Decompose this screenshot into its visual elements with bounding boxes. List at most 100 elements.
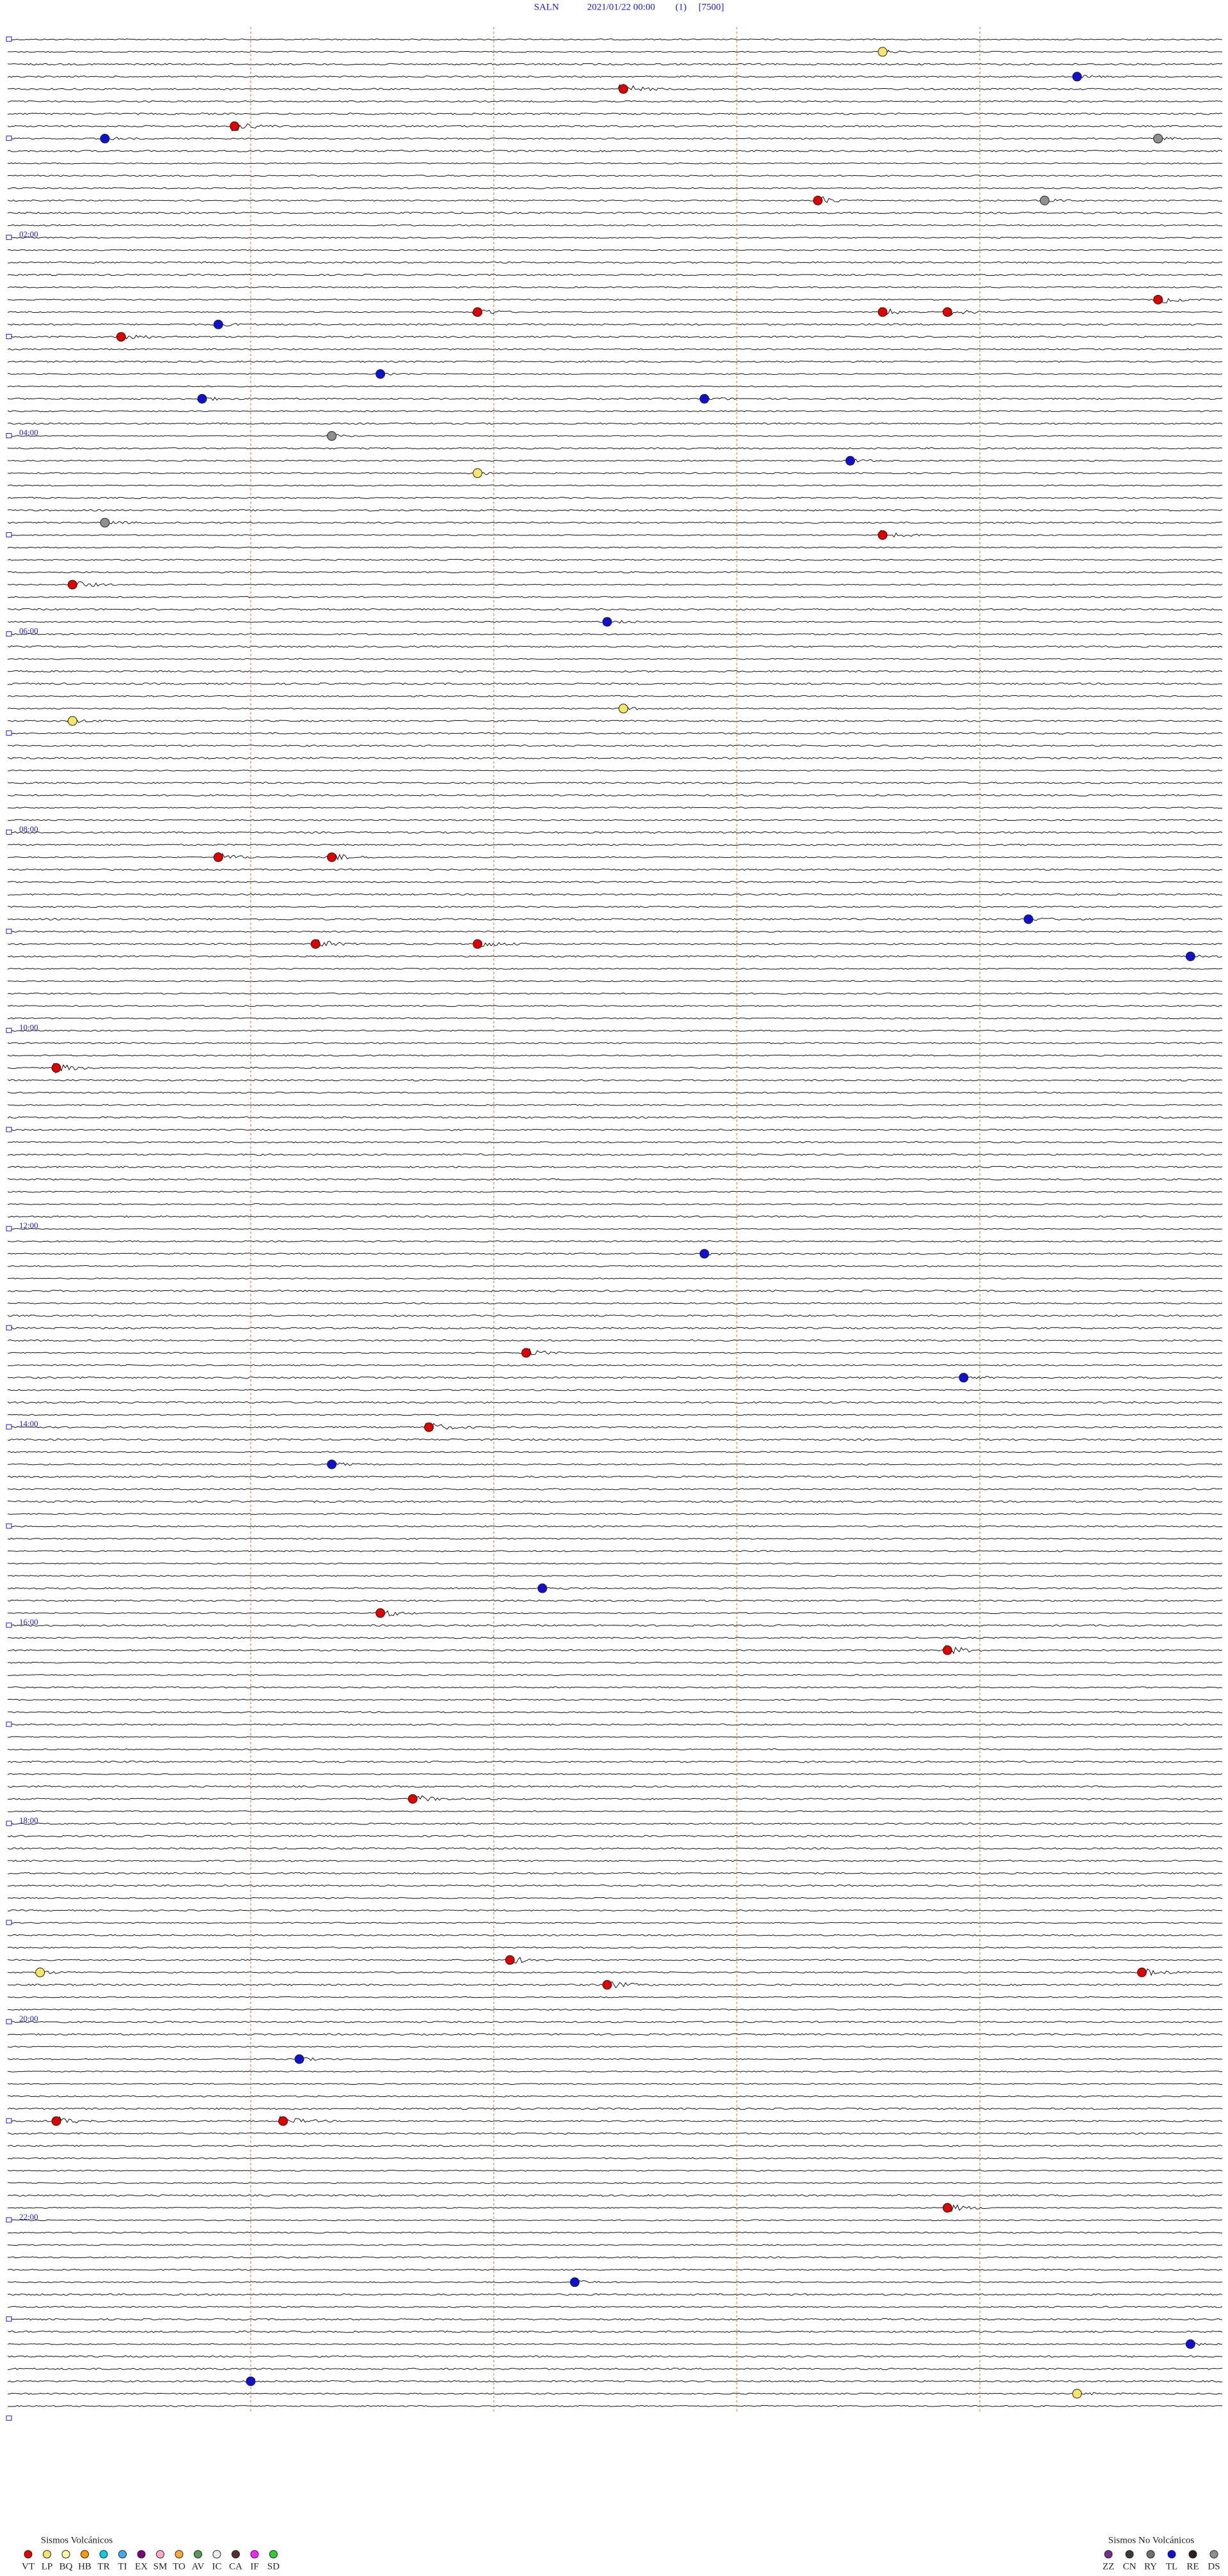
hour-marker bbox=[6, 36, 12, 42]
trace bbox=[7, 2115, 1223, 2126]
hour-label: 18:00 bbox=[19, 1815, 38, 1825]
hour-marker bbox=[6, 2118, 12, 2124]
trace bbox=[7, 1748, 1223, 1751]
hour-marker bbox=[6, 2316, 12, 2322]
station: SALN bbox=[534, 2, 559, 12]
scale: [7500] bbox=[698, 2, 724, 12]
event bbox=[51, 2116, 61, 2126]
trace bbox=[7, 2095, 1223, 2098]
event bbox=[67, 716, 77, 726]
event bbox=[602, 1980, 612, 1990]
trace bbox=[7, 658, 1223, 660]
trace bbox=[7, 930, 1223, 933]
event bbox=[878, 307, 888, 317]
trace bbox=[7, 306, 1223, 317]
trace bbox=[7, 175, 1223, 177]
event bbox=[67, 580, 77, 590]
trace bbox=[7, 1116, 1223, 1119]
trace bbox=[7, 1947, 1223, 1949]
event bbox=[375, 1608, 386, 1618]
legend-label: EX bbox=[135, 2561, 148, 2572]
trace bbox=[7, 1389, 1223, 1391]
trace bbox=[7, 2256, 1223, 2259]
trace bbox=[7, 819, 1223, 821]
legend-label: LP bbox=[42, 2561, 53, 2572]
hour-marker bbox=[6, 235, 12, 241]
trace bbox=[7, 939, 1223, 948]
trace bbox=[7, 2318, 1223, 2321]
trace bbox=[7, 2057, 1223, 2061]
trace bbox=[7, 633, 1223, 636]
trace bbox=[7, 211, 1223, 214]
trace bbox=[7, 1475, 1223, 1478]
trace bbox=[7, 224, 1223, 226]
hour-label: 06:00 bbox=[19, 626, 38, 635]
trace bbox=[7, 2405, 1223, 2407]
trace bbox=[7, 1190, 1223, 1193]
event bbox=[1185, 951, 1195, 961]
trace bbox=[7, 1203, 1223, 1205]
event bbox=[327, 852, 337, 862]
trace bbox=[7, 484, 1223, 487]
event bbox=[35, 1967, 45, 1977]
trace bbox=[7, 274, 1223, 276]
trace bbox=[7, 162, 1222, 164]
trace bbox=[7, 1909, 1223, 1912]
trace bbox=[7, 1537, 1223, 1540]
legend-label: AV bbox=[192, 2561, 205, 2572]
event bbox=[1072, 2389, 1082, 2399]
trace bbox=[7, 2219, 1223, 2222]
trace bbox=[7, 1922, 1223, 1924]
trace bbox=[7, 2046, 1223, 2048]
trace bbox=[7, 1029, 1223, 1032]
trace bbox=[7, 706, 1223, 711]
trace bbox=[7, 745, 1223, 747]
event bbox=[327, 431, 337, 441]
trace bbox=[7, 2132, 1223, 2135]
trace bbox=[7, 1513, 1223, 1515]
hour-marker bbox=[6, 631, 12, 636]
event bbox=[294, 2054, 304, 2064]
trace bbox=[7, 123, 1223, 132]
trace bbox=[7, 1375, 1223, 1379]
event bbox=[213, 852, 223, 862]
event bbox=[537, 1583, 547, 1593]
event bbox=[424, 1422, 434, 1432]
legend-label: CN bbox=[1123, 2561, 1137, 2572]
trace bbox=[7, 1795, 1223, 1803]
trace bbox=[7, 2194, 1223, 2197]
event bbox=[1153, 134, 1163, 144]
event bbox=[1153, 294, 1163, 304]
trace bbox=[7, 1488, 1223, 1490]
event bbox=[327, 1459, 337, 1469]
trace bbox=[7, 881, 1223, 883]
event bbox=[1185, 2339, 1195, 2350]
legend-label: IC bbox=[212, 2561, 222, 2572]
trace bbox=[7, 1054, 1223, 1057]
trace bbox=[7, 1562, 1223, 1565]
hour-marker bbox=[6, 136, 12, 141]
trace bbox=[7, 1624, 1223, 1627]
trace bbox=[7, 2330, 1223, 2334]
trace bbox=[7, 63, 1223, 66]
trace bbox=[7, 396, 1223, 401]
trace bbox=[7, 868, 1223, 871]
hour-marker bbox=[6, 1523, 12, 1529]
trace bbox=[7, 718, 1223, 723]
hour-label: 12:00 bbox=[19, 1221, 38, 1230]
legend-swatch bbox=[1167, 2550, 1176, 2559]
trace bbox=[7, 2367, 1223, 2371]
trace bbox=[7, 38, 1223, 41]
legend-swatch bbox=[156, 2550, 164, 2559]
trace bbox=[7, 2009, 1223, 2011]
trace bbox=[7, 851, 1223, 861]
hour-label: 20:00 bbox=[19, 2014, 38, 2023]
trace bbox=[7, 580, 1223, 590]
trace bbox=[7, 2202, 1223, 2213]
event bbox=[942, 2202, 952, 2213]
trace bbox=[7, 2107, 1223, 2110]
trace bbox=[7, 1810, 1223, 1813]
trace bbox=[7, 1686, 1223, 1689]
